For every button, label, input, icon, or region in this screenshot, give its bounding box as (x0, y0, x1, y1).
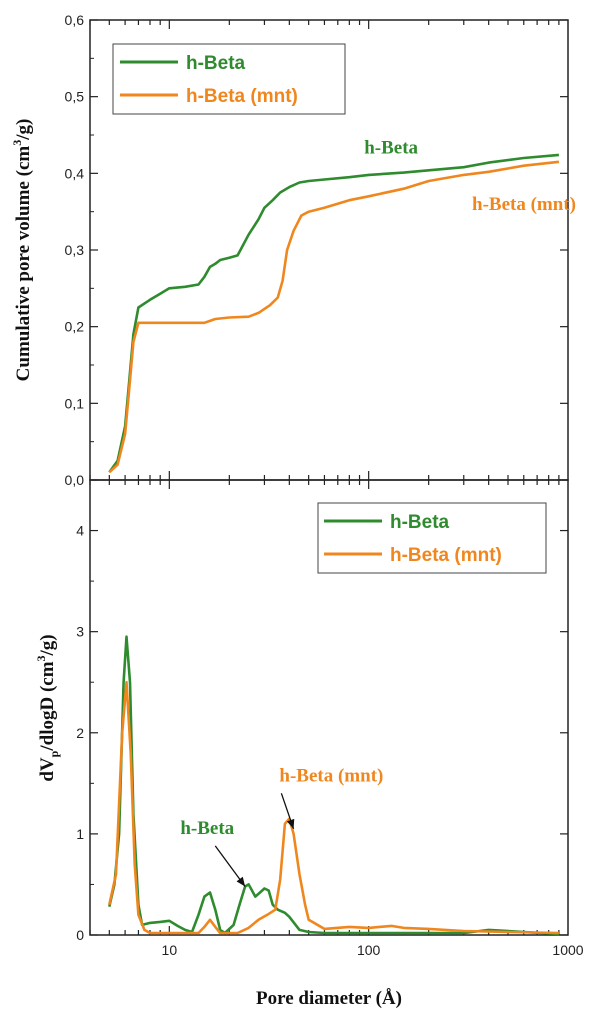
bottom-annotation-h-beta-mnt: h-Beta (mnt) (279, 765, 383, 786)
bottom-annotation-arrowhead (236, 876, 246, 887)
top-panel: 0,0 0,1 0,2 0,3 0,4 0,5 0,6 h-Beta h-Beta (mnt… (10, 12, 576, 488)
bot-y-tick-label: 2 (76, 725, 84, 741)
bot-y-tick-label: 0 (76, 927, 84, 943)
bot-y-tick-label: 4 (76, 523, 84, 539)
top-y-tick-label: 0,3 (65, 242, 85, 258)
bottom-y-axis-title-a: dV (37, 757, 58, 782)
bottom-y-axis-title-sup: 3 (34, 655, 48, 661)
bottom-y-axis-title-end: /g) (37, 634, 58, 656)
top-legend-box (112, 43, 346, 115)
bottom-y-ticks: 0 1 2 3 4 (76, 523, 568, 943)
top-y-axis-title-main: Cumulative pore volume (cm (13, 146, 34, 382)
bottom-legend-box (317, 502, 547, 574)
top-series-line-h-beta (108, 153, 560, 474)
top-x-ticks (89, 20, 560, 480)
bottom-legend-label-h-beta: h-Beta (390, 512, 450, 533)
bot-y-tick-label: 1 (76, 826, 84, 842)
bottom-plot-frame (89, 479, 569, 936)
bottom-y-axis-title-sub: p (47, 750, 61, 757)
top-y-tick-label: 0,5 (65, 89, 85, 105)
top-y-ticks: 0,0 0,1 0,2 0,3 0,4 0,5 0,6 (65, 12, 568, 488)
bot-y-tick-label: 3 (76, 624, 84, 640)
top-y-axis-title-end: /g) (13, 119, 34, 141)
top-legend-label-h-beta: h-Beta (186, 53, 246, 74)
top-series-line-h-beta-mnt (108, 160, 560, 474)
bottom-legend-label-h-beta-mnt: h-Beta (mnt) (390, 545, 502, 566)
x-tick-label: 10 (162, 942, 178, 958)
top-y-tick-label: 0,1 (65, 395, 85, 411)
x-tick-label: 100 (357, 942, 381, 958)
bottom-annotation-arrowhead (286, 818, 295, 829)
top-y-axis-title-sup: 3 (10, 140, 24, 146)
bottom-y-axis-title: dVp/dlogD (cm3/g) (34, 634, 61, 781)
top-y-tick-label: 0,4 (65, 165, 85, 181)
bottom-annotation-h-beta: h-Beta (180, 818, 234, 839)
top-y-tick-label: 0,2 (65, 319, 85, 335)
bottom-y-axis-title-b: /dlogD (cm (37, 661, 58, 751)
top-legend: h-Beta h-Beta (mnt) (112, 43, 346, 115)
top-annotation-h-beta: h-Beta (364, 137, 418, 158)
top-series-group (108, 153, 560, 474)
x-axis-title: Pore diameter (Å) (256, 988, 402, 1009)
bottom-series-group (108, 635, 559, 936)
bottom-panel: 0 1 2 3 4 10 100 1000 h-Beta h-Beta (mnt) h-Be… (34, 479, 584, 1009)
top-legend-label-h-beta-mnt: h-Beta (mnt) (186, 86, 298, 107)
bottom-annotations: h-Beta h-Beta (mnt) (180, 765, 383, 887)
top-y-axis-title: Cumulative pore volume (cm3/g) (10, 119, 34, 382)
x-tick-label: 1000 (552, 942, 583, 958)
bottom-legend: h-Beta h-Beta (mnt) (317, 502, 547, 574)
top-annotation-h-beta-mnt: h-Beta (mnt) (472, 194, 576, 215)
top-y-tick-label: 0,0 (65, 472, 85, 488)
bot-series-line-h-beta-mnt (108, 680, 559, 935)
top-y-tick-label: 0,6 (65, 12, 85, 28)
